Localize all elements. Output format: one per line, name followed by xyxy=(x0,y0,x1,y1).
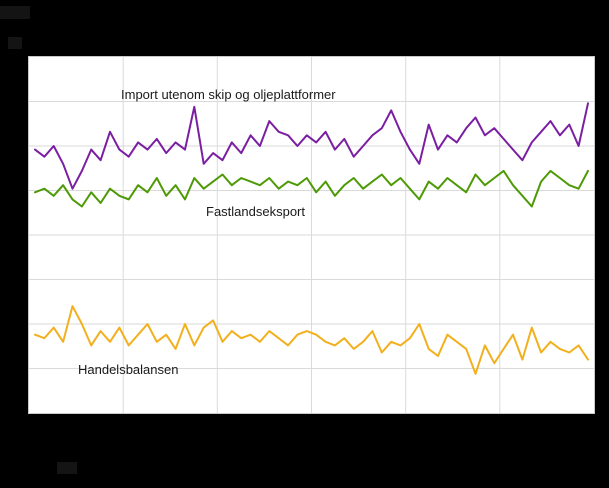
hidden-footer-block xyxy=(57,462,77,474)
series-label-handelsbalansen: Handelsbalansen xyxy=(78,362,179,377)
plot-area: Import utenom skip og oljeplattformer Fa… xyxy=(28,56,595,414)
series-label-import: Import utenom skip og oljeplattformer xyxy=(121,87,336,102)
series-label-fastlandseksport: Fastlandseksport xyxy=(206,204,305,219)
hidden-axis-label-block-upper-left xyxy=(8,37,22,49)
line-chart xyxy=(29,57,594,413)
hidden-axis-label-block-top xyxy=(0,6,30,19)
